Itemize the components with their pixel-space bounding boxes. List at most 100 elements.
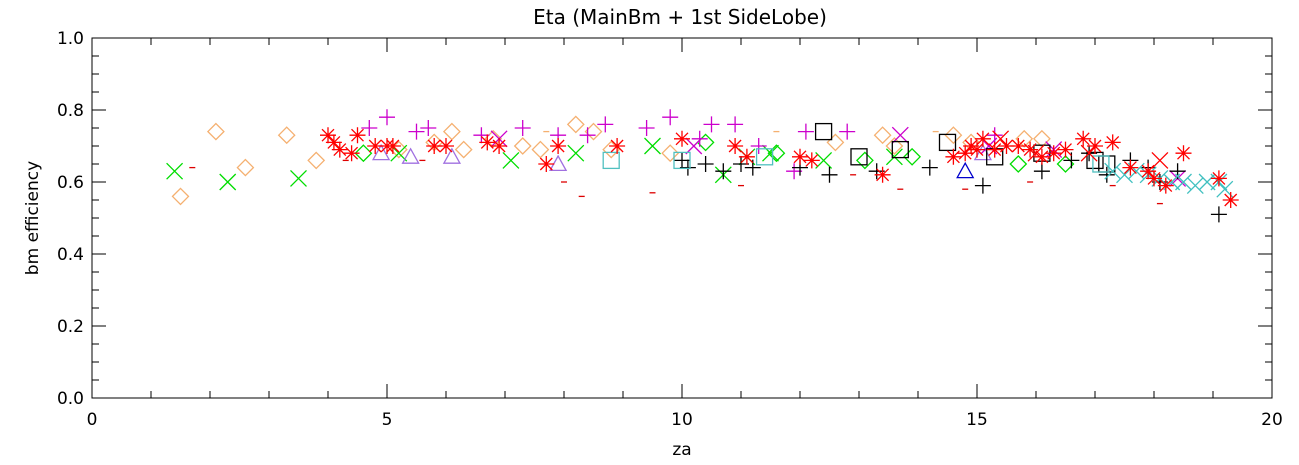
axes: 0 5 10 15 20 0.0 0.2 0.4 0.6 0.8 1.0 [57,29,1283,430]
data-points [166,109,1239,223]
y-tick-label: 0.6 [57,173,84,193]
x-tick-label: 10 [671,410,693,430]
data-point-asterisk [1022,141,1039,158]
data-point-asterisk [609,138,626,154]
data-point-asterisk [1122,159,1139,176]
data-point-plus [1033,163,1050,180]
data-point-diamond [1032,129,1051,148]
x-tick-label: 0 [87,410,98,430]
data-point-triangle [442,147,462,164]
data-point-diamond [354,144,373,163]
data-point-asterisk [874,166,891,183]
data-point-asterisk [963,138,980,154]
data-point-plus [697,156,714,172]
x-tick-label: 5 [382,410,393,430]
data-point-plus [379,109,395,126]
data-point-asterisk [1087,138,1103,154]
data-point-plus [679,159,696,176]
data-point-x [1027,144,1045,162]
data-point-plus [597,116,614,133]
data-point-asterisk [1104,134,1121,151]
data-point-plus [361,120,378,136]
data-point-asterisk [957,145,974,162]
data-point-asterisk [331,141,348,158]
data-point-diamond [206,122,225,141]
data-point-diamond [236,158,255,177]
data-point-triangle [956,161,975,179]
data-point-triangle [548,154,568,172]
data-point-plus [514,120,531,136]
data-point-plus [420,120,437,136]
data-point-asterisk [1175,145,1192,162]
data-point-plus [638,120,655,136]
data-point-plus [1210,206,1227,223]
data-point-x [1104,162,1122,180]
data-point-plus [797,123,814,140]
data-point-x [644,137,661,155]
data-point-asterisk [986,141,1003,158]
data-point-x [502,151,520,169]
data-point-asterisk [674,130,690,147]
data-point-asterisk [438,138,454,154]
data-point-plus [921,159,938,176]
data-point-x [885,148,903,166]
data-point-asterisk [969,141,985,158]
data-point-diamond [903,147,922,166]
data-point-asterisk [1075,130,1092,147]
data-point-plus [727,116,744,133]
data-point-square [755,148,774,166]
data-point-x [219,173,237,191]
data-point-diamond [171,187,190,206]
data-point-diamond [944,126,963,145]
data-point-square [673,151,691,170]
y-tick-label: 0.0 [57,389,84,409]
data-point-plus [579,127,596,144]
y-tick-label: 0.8 [57,101,84,121]
data-point-plus [662,109,679,126]
data-point-square [850,148,868,166]
data-point-asterisk [1010,138,1027,154]
data-point-diamond [1015,129,1034,148]
data-point-plus [408,123,425,140]
data-point-diamond [885,137,904,155]
data-point-asterisk [384,138,401,154]
data-point-plus [839,123,856,140]
data-point-asterisk [738,148,755,165]
data-point-diamond [826,133,845,152]
data-point-asterisk [538,156,555,172]
y-tick-label: 0.2 [57,317,84,337]
data-point-plus [691,130,708,147]
chart-title: Eta (MainBm + 1st SideLobe) [533,5,827,29]
data-point-asterisk [1222,192,1239,208]
data-point-asterisk [1210,170,1227,187]
data-point-diamond [661,144,680,163]
data-point-diamond [767,144,786,163]
data-point-plus [750,138,767,154]
data-point-triangle [371,143,391,161]
data-point-diamond [1009,155,1028,173]
data-point-x [1175,173,1192,191]
data-point-asterisk [367,138,384,154]
data-point-square [891,140,909,159]
x-tick-label: 20 [1261,410,1283,430]
data-point-asterisk [320,127,336,144]
data-point-diamond [531,140,550,159]
data-point-asterisk [1045,145,1062,162]
data-point-diamond [873,126,892,145]
data-point-diamond [454,140,473,159]
data-point-plus [703,116,720,133]
data-point-x [1186,177,1204,195]
data-point-square [938,133,957,152]
data-point-diamond [307,151,326,170]
plot-frame [91,37,1273,399]
data-point-plus [974,177,991,194]
data-point-x [1198,173,1216,191]
data-point-asterisk [1157,177,1174,194]
data-point-diamond [277,126,296,145]
x-tick-label: 15 [966,410,988,430]
data-point-x [567,144,585,162]
data-point-x [1151,151,1169,169]
data-point-square [1092,155,1110,173]
data-point-asterisk [550,138,567,154]
